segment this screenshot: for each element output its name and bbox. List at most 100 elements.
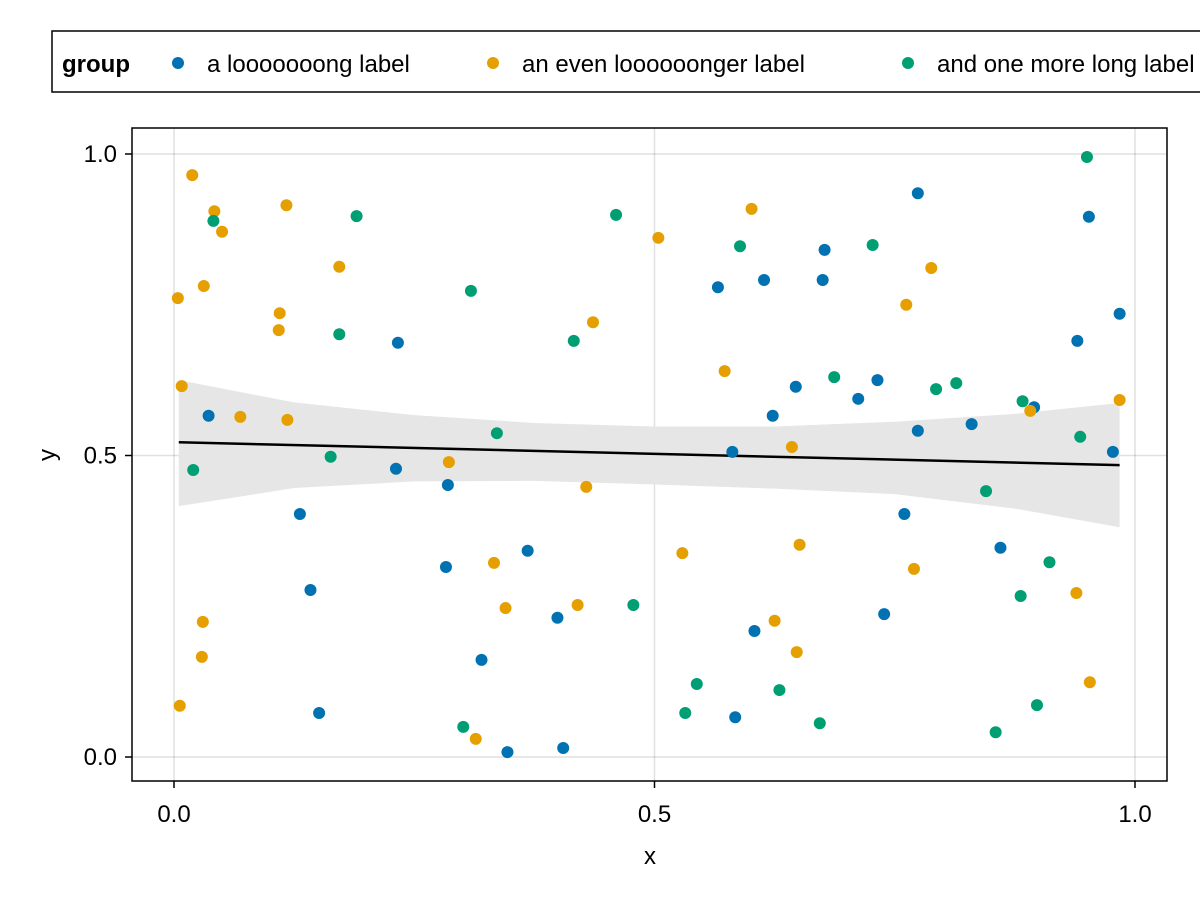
data-point-series-1 — [726, 445, 739, 458]
data-point-series-2 — [793, 538, 806, 551]
plot-frame — [131, 127, 1168, 782]
data-point-series-1 — [475, 653, 488, 666]
x-tick-label: 1.0 — [1118, 801, 1151, 828]
data-point-series-3 — [207, 214, 220, 227]
legend-entry-label: a looooooong label — [207, 51, 410, 78]
data-point-series-2 — [234, 410, 247, 423]
data-point-series-1 — [965, 418, 978, 431]
data-point-series-3 — [490, 427, 503, 440]
data-point-series-2 — [768, 614, 781, 627]
data-point-series-1 — [729, 711, 742, 724]
legend-marker — [902, 57, 914, 69]
data-point-series-1 — [313, 706, 326, 719]
regression-line — [178, 440, 1120, 467]
data-point-series-2 — [785, 441, 798, 454]
y-tick-label: 0.5 — [84, 443, 117, 470]
data-point-series-2 — [280, 199, 293, 212]
data-point-series-1 — [871, 374, 884, 387]
y-axis-label: y — [34, 449, 61, 461]
data-point-series-3 — [350, 210, 363, 223]
data-point-series-3 — [457, 720, 470, 733]
data-point-series-3 — [1016, 395, 1029, 408]
data-point-series-2 — [586, 316, 599, 329]
data-point-series-3 — [567, 334, 580, 347]
data-point-series-2 — [208, 205, 221, 218]
data-point-series-3 — [627, 599, 640, 612]
data-point-series-3 — [1074, 430, 1087, 443]
data-point-series-3 — [187, 463, 200, 476]
data-point-series-2 — [676, 547, 689, 560]
legend-marker — [487, 57, 499, 69]
data-point-series-2 — [272, 324, 285, 337]
data-point-series-1 — [994, 541, 1007, 554]
data-point-series-1 — [304, 583, 317, 596]
data-point-series-2 — [900, 298, 913, 311]
data-point-series-2 — [925, 261, 938, 274]
data-point-series-1 — [501, 746, 514, 759]
data-point-series-2 — [1083, 676, 1096, 689]
data-point-series-3 — [324, 450, 337, 463]
data-point-series-1 — [391, 336, 404, 349]
data-point-series-3 — [333, 328, 346, 341]
data-point-series-2 — [171, 292, 184, 305]
data-point-series-2 — [745, 202, 758, 215]
data-point-series-2 — [1024, 404, 1037, 417]
data-point-series-3 — [930, 383, 943, 396]
data-point-series-3 — [980, 485, 993, 498]
data-point-series-2 — [580, 480, 593, 493]
data-point-series-2 — [281, 413, 294, 426]
data-point-series-1 — [911, 424, 924, 437]
data-point-series-3 — [1043, 556, 1056, 569]
data-point-series-2 — [196, 615, 209, 628]
data-point-series-1 — [852, 392, 865, 405]
data-point-series-1 — [551, 611, 564, 624]
data-point-series-3 — [734, 240, 747, 253]
data-point-series-3 — [679, 706, 692, 719]
data-point-series-2 — [1070, 586, 1083, 599]
data-point-series-1 — [711, 281, 724, 294]
data-point-series-2 — [186, 169, 199, 182]
data-point-series-2 — [1113, 394, 1126, 407]
data-point-series-1 — [557, 741, 570, 754]
data-point-series-2 — [469, 732, 482, 745]
data-point-series-3 — [813, 717, 826, 730]
data-point-series-1 — [818, 243, 831, 256]
data-point-series-3 — [690, 678, 703, 691]
x-tick-label: 0.0 — [157, 801, 190, 828]
legend: group a looooooong label an even loooooon… — [51, 30, 1200, 93]
data-point-series-1 — [1113, 307, 1126, 320]
data-point-series-1 — [1071, 334, 1084, 347]
data-point-series-1 — [898, 507, 911, 520]
data-point-series-3 — [989, 726, 1002, 739]
data-point-series-2 — [216, 225, 229, 238]
data-point-series-1 — [441, 479, 454, 492]
data-point-series-1 — [293, 507, 306, 520]
data-point-series-2 — [499, 602, 512, 615]
data-point-series-3 — [828, 371, 841, 384]
legend-entry-label: and one more long label — [937, 51, 1195, 78]
y-tick-label: 0.0 — [84, 744, 117, 771]
data-point-series-2 — [442, 456, 455, 469]
data-point-series-2 — [488, 556, 501, 569]
axis-ticks: 0.0 0.5 1.0 0.0 0.5 1.0 — [84, 141, 1152, 828]
data-point-series-1 — [878, 608, 891, 621]
y-tick-label: 1.0 — [84, 141, 117, 168]
data-point-series-2 — [197, 280, 210, 293]
legend-title: group — [62, 51, 130, 78]
data-point-series-2 — [718, 365, 731, 378]
data-point-series-1 — [748, 624, 761, 637]
data-point-series-3 — [1030, 699, 1043, 712]
data-point-series-2 — [195, 650, 208, 663]
data-point-series-1 — [389, 462, 402, 475]
x-tick-label: 0.5 — [638, 801, 671, 828]
data-point-series-1 — [758, 274, 771, 287]
data-point-series-3 — [464, 284, 477, 297]
data-points — [171, 151, 1126, 759]
data-point-series-2 — [907, 562, 920, 575]
data-point-series-1 — [816, 274, 829, 287]
legend-box — [51, 30, 1200, 93]
data-point-series-1 — [789, 380, 802, 393]
data-point-series-3 — [773, 684, 786, 697]
data-point-series-1 — [1106, 445, 1119, 458]
